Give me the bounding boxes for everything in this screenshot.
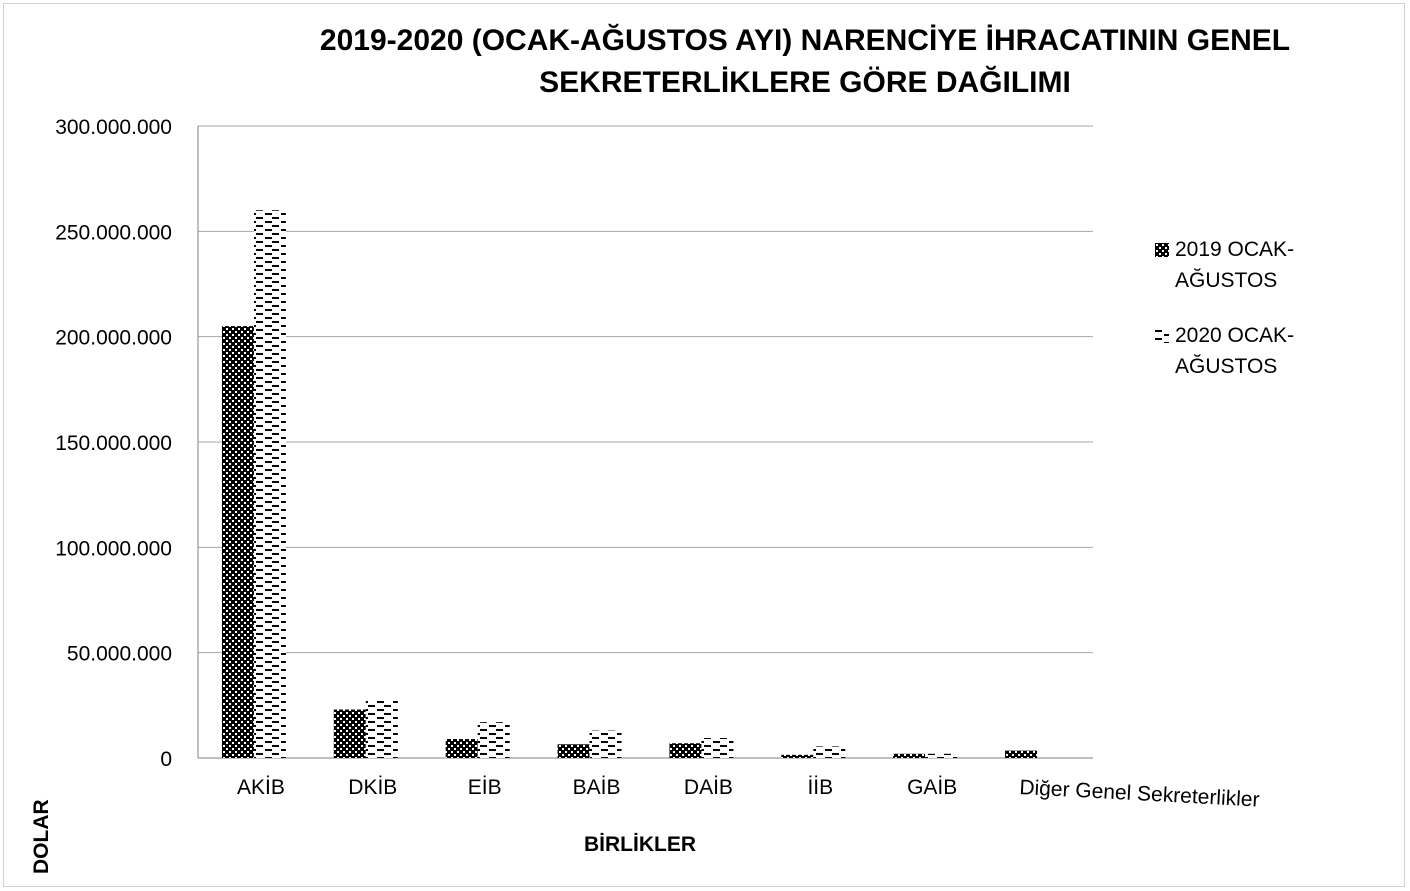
y-tick-label: 200.000.000	[55, 327, 172, 350]
bar-2020	[477, 722, 510, 758]
x-axis-label: BİRLİKLER	[584, 833, 696, 856]
x-tick-label: DAİB	[684, 776, 733, 799]
bar-2019	[893, 753, 926, 758]
bar-2019	[669, 743, 702, 758]
y-tick-labels: 0 50.000.000 100.000.000 150.000.000 200.000…	[55, 116, 172, 771]
x-tick-label: AKİB	[237, 776, 285, 799]
y-tick-label: 300.000.000	[55, 116, 172, 139]
bar-2020	[365, 699, 398, 758]
x-tick-label: BAİB	[573, 776, 621, 799]
bar-2020	[589, 730, 622, 758]
bar-2019	[445, 739, 478, 758]
y-tick-label: 100.000.000	[55, 537, 172, 560]
legend-label-2020: 2020 OCAK-AĞUSTOS	[1175, 324, 1295, 378]
y-tick-label: 250.000.000	[55, 221, 172, 244]
legend-swatch-2019	[1155, 243, 1169, 257]
legend-swatch-2020	[1155, 329, 1169, 343]
x-tick-label: Diğer Genel Sekreterlikler	[1019, 776, 1260, 812]
bar-2019	[333, 709, 366, 758]
bar-2019	[557, 744, 590, 758]
chart-frame	[3, 3, 1405, 887]
legend-label-2019: 2019 OCAK-AĞUSTOS	[1175, 238, 1295, 292]
bar-2020	[253, 210, 286, 758]
y-tick-label: 150.000.000	[55, 432, 172, 455]
bar-2019	[781, 754, 814, 758]
x-tick-label: GAİB	[907, 776, 957, 799]
grid-lines	[197, 125, 1093, 759]
bar-2020	[701, 737, 734, 758]
x-tick-labels: AKİB DKİB EİB BAİB DAİB İİB GAİB Diğer Genel Se…	[237, 776, 1260, 812]
chart-title-line-2: SEKRETERLİKLERE GÖRE DAĞILIMI	[539, 66, 1071, 99]
bar-2020	[925, 753, 958, 758]
x-tick-label: EİB	[468, 776, 502, 799]
legend: 2019 OCAK-AĞUSTOS 2020 OCAK-AĞUSTOS	[1155, 234, 1325, 406]
bars	[221, 210, 1038, 758]
bar-2019	[1005, 750, 1038, 758]
x-tick-label: İİB	[807, 776, 833, 799]
bar-2020	[813, 746, 846, 758]
legend-item-2020: 2020 OCAK-AĞUSTOS	[1155, 320, 1325, 382]
y-tick-label: 0	[160, 748, 172, 771]
legend-item-2019: 2019 OCAK-AĞUSTOS	[1155, 234, 1325, 296]
x-tick-label: DKİB	[348, 776, 397, 799]
bar-2019	[221, 326, 254, 758]
y-axis-label: DOLAR	[30, 799, 53, 874]
chart-title: 2019-2020 (OCAK-AĞUSTOS AYI) NARENCİYE İ…	[290, 20, 1320, 104]
y-tick-label: 50.000.000	[67, 643, 172, 666]
chart-title-line-1: 2019-2020 (OCAK-AĞUSTOS AYI) NARENCİYE İ…	[319, 24, 1291, 57]
